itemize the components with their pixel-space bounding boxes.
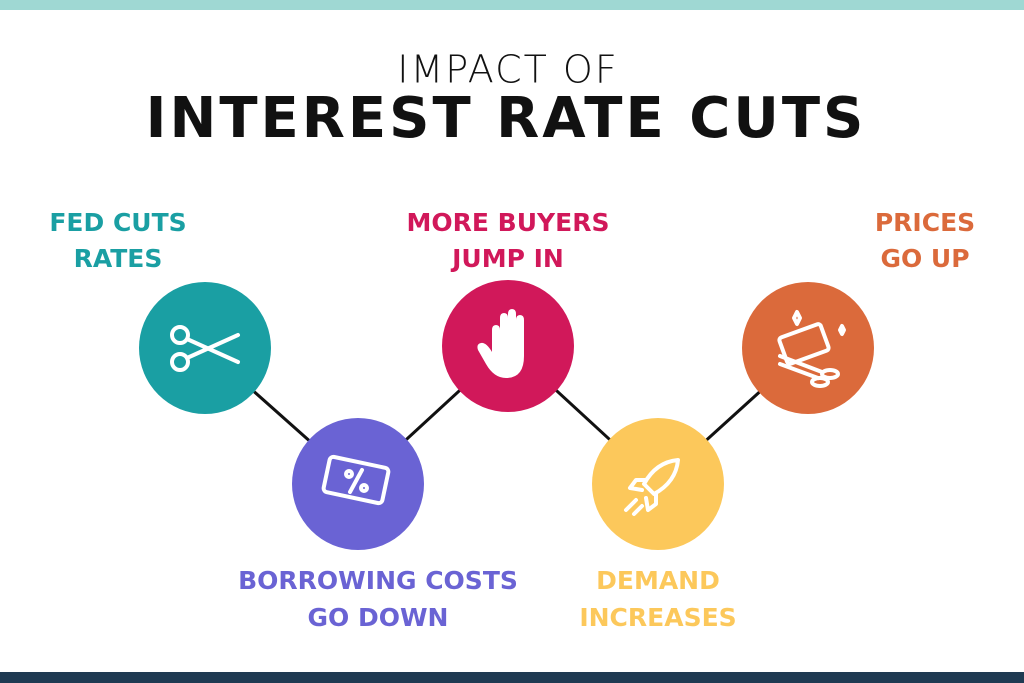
title-line1: IMPACT OF (397, 48, 618, 92)
bottom-bar (0, 672, 1024, 683)
node-label: GO UP (880, 244, 969, 273)
node-label: JUMP IN (450, 244, 564, 273)
scissors-icon (170, 325, 240, 372)
coupon-icon (321, 454, 391, 506)
node-circle (742, 282, 874, 414)
node-label: RATES (74, 244, 163, 273)
node-circle (292, 418, 424, 550)
money-icon (777, 310, 846, 388)
node-label: INCREASES (579, 603, 736, 632)
node-label: DEMAND (596, 566, 720, 595)
node-label: PRICES (875, 208, 975, 237)
node-label: BORROWING COSTS (238, 566, 518, 595)
node-circle (592, 418, 724, 550)
hand-icon (477, 309, 524, 378)
title-line2: INTEREST RATE CUTS (146, 86, 867, 151)
node-label: MORE BUYERS (407, 208, 610, 237)
rocket-icon (624, 458, 680, 516)
top-bar (0, 0, 1024, 10)
node-label: GO DOWN (308, 603, 449, 632)
node-label: FED CUTS (49, 208, 186, 237)
